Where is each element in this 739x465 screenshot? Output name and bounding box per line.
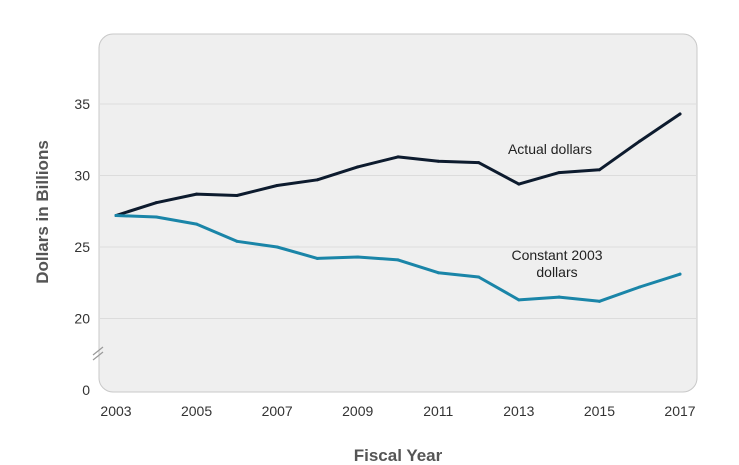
y-tick-label: 35	[74, 96, 90, 112]
data-point	[517, 182, 521, 186]
x-tick-label: 2003	[100, 403, 131, 419]
x-tick-labels: 2003 2005 2007 2009 2011 2013 2015 2017	[100, 403, 695, 419]
x-tick-label: 2017	[664, 403, 695, 419]
series-label-constant-line1: Constant 2003	[511, 247, 602, 263]
data-point	[678, 272, 682, 276]
x-tick-label: 2009	[342, 403, 373, 419]
data-point	[114, 214, 118, 218]
data-point	[678, 112, 682, 116]
data-point	[638, 285, 642, 289]
data-point	[477, 275, 481, 279]
data-point	[275, 245, 279, 249]
y-tick-label: 0	[82, 382, 90, 398]
y-axis-title: Dollars in Billions	[33, 140, 52, 284]
y-tick-label: 25	[74, 239, 90, 255]
data-point	[396, 155, 400, 159]
data-point	[315, 256, 319, 260]
axis-break-stroke	[92, 346, 104, 356]
data-point	[275, 184, 279, 188]
y-tick-label: 20	[74, 311, 90, 327]
y-tick-label: 30	[74, 168, 90, 184]
data-point	[436, 159, 440, 163]
x-tick-label: 2013	[503, 403, 534, 419]
data-point	[396, 258, 400, 262]
gridlines	[100, 103, 696, 319]
data-point	[195, 192, 199, 196]
data-point	[557, 295, 561, 299]
x-tick-label: 2011	[423, 403, 453, 419]
data-point	[557, 171, 561, 175]
data-point	[315, 178, 319, 182]
data-point	[154, 201, 158, 205]
data-point	[356, 255, 360, 259]
x-tick-label: 2015	[584, 403, 615, 419]
series-lines	[114, 112, 682, 303]
data-point	[235, 239, 239, 243]
x-tick-label: 2005	[181, 403, 212, 419]
data-point	[597, 168, 601, 172]
data-point	[154, 215, 158, 219]
data-point	[235, 194, 239, 198]
y-tick-labels: 0 20 25 30 35	[74, 96, 90, 398]
data-point	[517, 298, 521, 302]
x-axis-title: Fiscal Year	[354, 446, 443, 465]
data-point	[597, 299, 601, 303]
y-axis-break-mark	[92, 346, 104, 361]
data-point	[436, 271, 440, 275]
series-label-actual: Actual dollars	[508, 141, 592, 157]
axis-break-stroke	[92, 351, 104, 361]
data-point	[195, 222, 199, 226]
x-tick-label: 2007	[262, 403, 293, 419]
data-point	[638, 139, 642, 143]
data-point	[477, 161, 481, 165]
plot-background	[98, 33, 698, 393]
series-label-constant-line2: dollars	[536, 264, 577, 280]
data-point	[356, 165, 360, 169]
